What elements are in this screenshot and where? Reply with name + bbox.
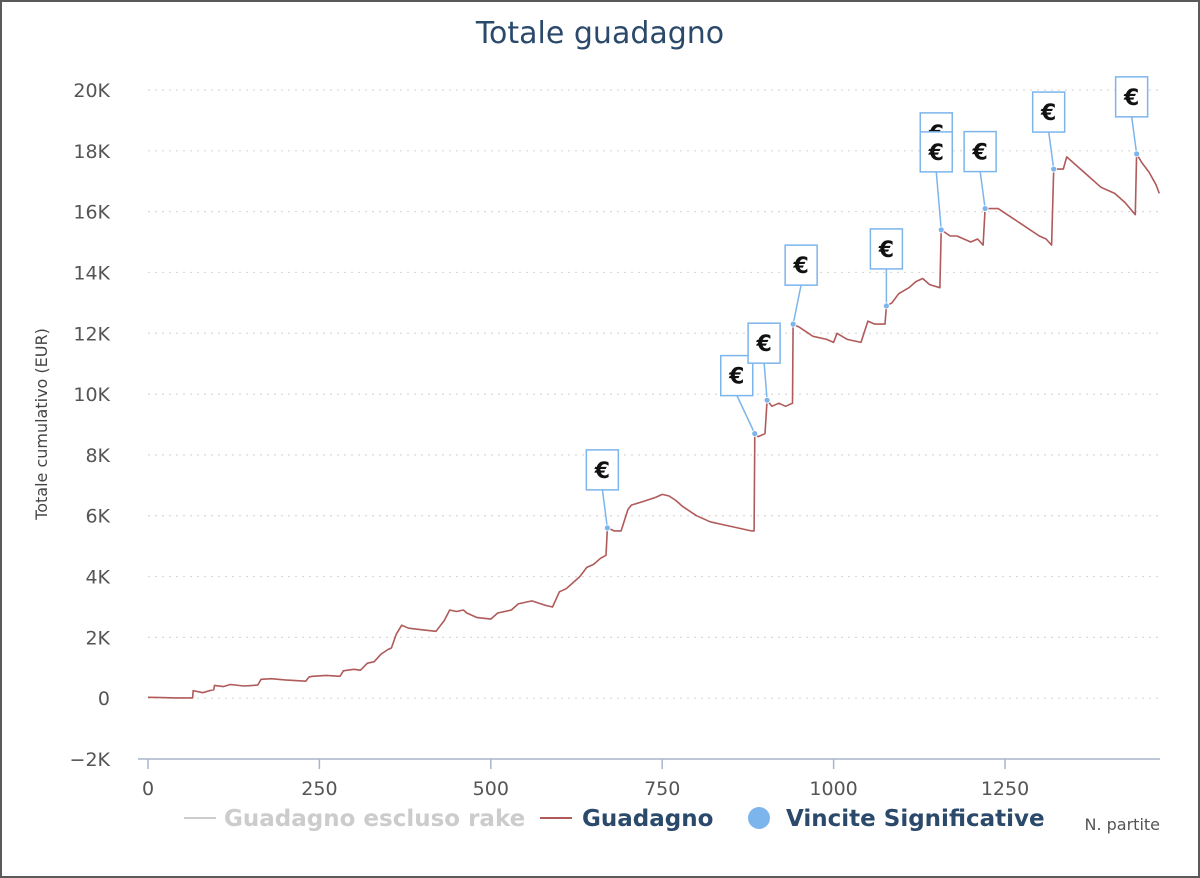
flag-label: € — [755, 332, 771, 357]
x-tick-label: 750 — [644, 778, 680, 800]
flag-box[interactable] — [919, 131, 953, 173]
y-tick-label: 12K — [73, 323, 110, 345]
chart-title: Totale guadagno — [475, 16, 724, 51]
legend-label: Guadagno — [582, 806, 713, 832]
y-tick-label: 6K — [85, 506, 110, 528]
series-layer — [147, 153, 1161, 699]
flag-label: € — [878, 238, 894, 263]
flag-connector — [736, 394, 756, 434]
y-tick-label: 14K — [73, 262, 110, 284]
x-tick-label: 0 — [142, 778, 154, 800]
flag-label: € — [928, 141, 944, 166]
flag-box[interactable] — [869, 228, 904, 270]
flag-box[interactable] — [747, 322, 781, 364]
x-axis: 0 250 500 750 1000 1250 — [138, 758, 1160, 800]
flag-label: € — [594, 459, 610, 484]
grid-lines — [148, 89, 1160, 699]
x-tick-label: 1250 — [981, 778, 1029, 800]
legend-circle-symbol — [748, 807, 770, 829]
legend-item-2[interactable]: Vincite Significative — [748, 806, 1045, 832]
x-tick-label: 1000 — [809, 778, 857, 800]
significant-win-point[interactable] — [603, 524, 611, 532]
y-tick-label: 20K — [73, 80, 110, 102]
significant-win-point[interactable] — [1133, 150, 1141, 158]
x-axis-label: N. partite — [1084, 815, 1160, 834]
significant-win-point[interactable] — [763, 396, 771, 404]
y-tick-label: 16K — [73, 202, 110, 224]
flag-connector — [935, 171, 942, 230]
legend-item-1[interactable]: Guadagno — [540, 806, 713, 832]
x-tick-label: 250 — [301, 778, 337, 800]
legend-item-0[interactable]: Guadagno escluso rake — [184, 806, 525, 832]
flag-connector — [792, 284, 802, 325]
legend: Guadagno escluso rake Guadagno Vincite Sig… — [184, 806, 1045, 832]
flag-label: € — [728, 365, 744, 390]
flag-box[interactable] — [1031, 91, 1066, 133]
flag-box[interactable] — [585, 449, 620, 491]
flag-connector — [979, 170, 986, 209]
flag-box[interactable] — [1114, 76, 1149, 118]
significant-win-point[interactable] — [882, 302, 890, 310]
significant-win-point[interactable] — [751, 430, 759, 438]
y-tick-labels: −2K 0 2K 4K 6K 8K 10K 12K 14K 16K 18K 20K — [70, 80, 111, 771]
series-line-guadagno — [147, 153, 1161, 699]
flag-label: € — [971, 141, 987, 166]
flag-label: € — [1040, 101, 1056, 126]
flag-box[interactable] — [784, 244, 818, 286]
y-tick-label: 10K — [73, 384, 110, 406]
flag-label: € — [1123, 86, 1139, 111]
significant-win-point[interactable] — [937, 226, 945, 234]
y-tick-label: 8K — [85, 445, 110, 467]
y-tick-label: 0 — [98, 688, 110, 710]
y-tick-label: −2K — [70, 749, 111, 771]
x-tick-label: 500 — [473, 778, 509, 800]
legend-label: Vincite Significative — [786, 806, 1045, 832]
y-tick-label: 18K — [73, 141, 110, 163]
significant-win-point[interactable] — [1050, 165, 1058, 173]
flag-connector — [1047, 131, 1055, 170]
y-axis-label: Totale cumulativo (EUR) — [32, 328, 51, 521]
flag-connector — [601, 489, 609, 528]
significant-win-point[interactable] — [981, 205, 989, 212]
y-tick-label: 4K — [85, 567, 110, 589]
y-tick-label: 2K — [85, 627, 110, 649]
flags-layer: €€€€€€€€€€ — [585, 76, 1149, 532]
flag-connector — [1130, 116, 1138, 154]
flag-label: € — [792, 254, 808, 279]
flag-box[interactable] — [963, 130, 997, 173]
flag-connector — [763, 362, 768, 401]
significant-win-point[interactable] — [789, 320, 797, 328]
legend-label: Guadagno escluso rake — [224, 806, 525, 832]
